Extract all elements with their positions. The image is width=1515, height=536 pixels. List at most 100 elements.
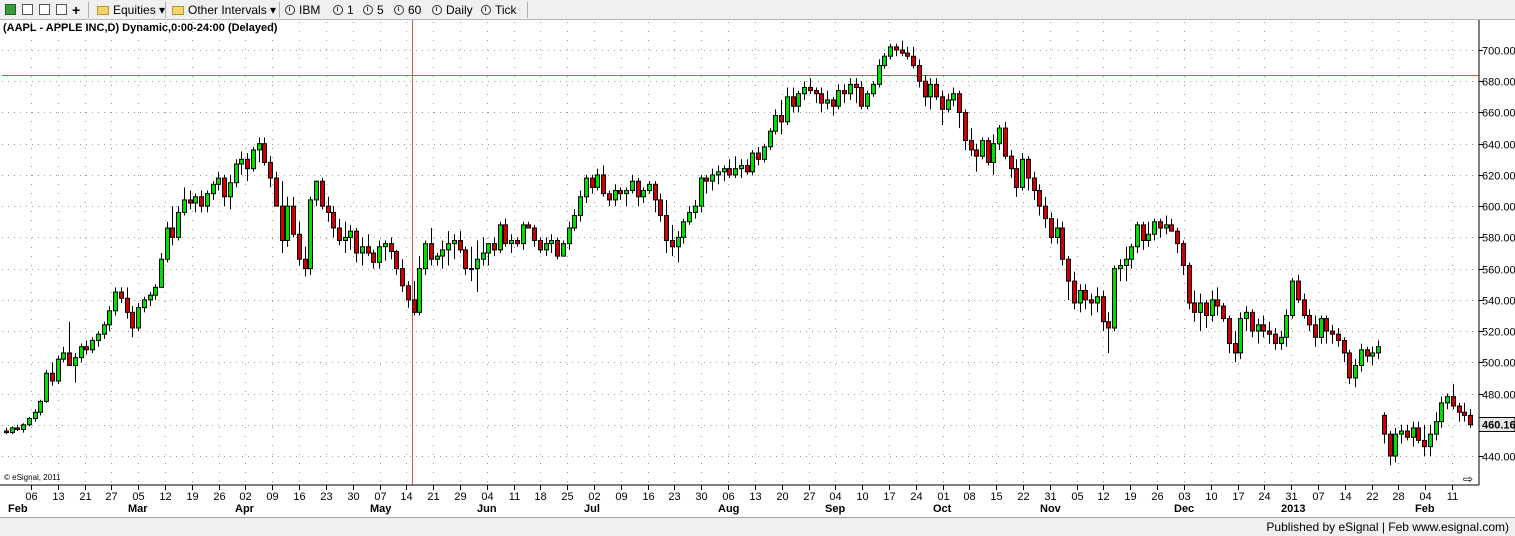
candle bbox=[710, 168, 715, 191]
candle-body bbox=[1267, 330, 1272, 335]
candle bbox=[130, 306, 135, 338]
candle bbox=[228, 174, 233, 210]
candle bbox=[1445, 393, 1450, 410]
chart-title: (AAPL - APPLE INC,D) Dynamic,0:00-24:00 … bbox=[3, 22, 278, 34]
candle-body bbox=[1336, 333, 1341, 341]
candle-body bbox=[1009, 155, 1014, 170]
equities-menu-button[interactable]: Equities ▾ bbox=[97, 0, 165, 20]
interval-1-button[interactable]: 1 bbox=[333, 0, 354, 20]
other-intervals-menu-button[interactable]: Other Intervals ▾ bbox=[172, 0, 276, 20]
y-tick-label: 500.00 bbox=[1482, 358, 1515, 370]
candle bbox=[1198, 293, 1203, 332]
candle bbox=[687, 206, 692, 225]
candle bbox=[819, 87, 824, 113]
x-tick-label: 14 bbox=[1339, 491, 1351, 503]
candle-body bbox=[515, 240, 520, 245]
interval-5-button[interactable]: 5 bbox=[363, 0, 384, 20]
candle-body bbox=[1175, 230, 1180, 245]
candle bbox=[756, 146, 761, 166]
x-tick-label: 15 bbox=[990, 491, 1002, 503]
candle bbox=[56, 356, 61, 385]
candle bbox=[423, 240, 428, 275]
x-tick-label: 26 bbox=[213, 491, 225, 503]
candle bbox=[38, 399, 43, 416]
symbol-button[interactable]: IBM bbox=[285, 0, 320, 20]
candle-body bbox=[331, 211, 336, 229]
candle-body bbox=[974, 149, 979, 157]
chart-icon[interactable] bbox=[5, 4, 16, 15]
interval-60-label: 60 bbox=[408, 3, 422, 17]
x-tick-label: 22 bbox=[1366, 491, 1378, 503]
y-tick-label: 700.00 bbox=[1482, 46, 1515, 58]
candle bbox=[963, 109, 968, 150]
candle-body bbox=[1261, 324, 1266, 332]
candle-body bbox=[1376, 346, 1381, 354]
candle-body bbox=[475, 258, 480, 270]
candle-body bbox=[888, 46, 893, 57]
candle-body bbox=[1330, 330, 1335, 335]
candle-body bbox=[1462, 411, 1467, 416]
candle-body bbox=[119, 291, 124, 299]
candle-body bbox=[871, 83, 876, 95]
price-chart[interactable]: 440.00460.00480.00500.00520.00540.00560.… bbox=[0, 20, 1515, 517]
candle-body bbox=[630, 180, 635, 192]
candle bbox=[509, 234, 514, 253]
candle-body bbox=[1365, 349, 1370, 357]
candle bbox=[549, 234, 554, 253]
interval-5-label: 5 bbox=[377, 3, 384, 17]
x-tick-label: 02 bbox=[588, 491, 600, 503]
y-tick-label: 540.00 bbox=[1482, 296, 1515, 308]
candle-body bbox=[15, 427, 20, 430]
axes: 440.00460.00480.00500.00520.00540.00560.… bbox=[0, 20, 1515, 515]
interval-60-button[interactable]: 60 bbox=[394, 0, 421, 20]
candle-body bbox=[96, 333, 101, 341]
candle-body bbox=[693, 205, 698, 213]
candle bbox=[1049, 212, 1054, 244]
candle bbox=[1451, 384, 1456, 410]
candle bbox=[251, 146, 256, 172]
candle bbox=[469, 246, 474, 282]
x-tick-label: 20 bbox=[776, 491, 788, 503]
candle bbox=[429, 228, 434, 266]
candle-body bbox=[366, 246, 371, 254]
candle bbox=[768, 128, 773, 150]
x-month-label: May bbox=[370, 503, 392, 515]
candle-body bbox=[1353, 364, 1358, 379]
candle-body bbox=[113, 291, 118, 312]
candle-body bbox=[641, 190, 646, 198]
candle bbox=[1003, 121, 1008, 160]
candle-body bbox=[1434, 421, 1439, 435]
candle-body bbox=[498, 224, 503, 251]
candle-body bbox=[1227, 318, 1232, 345]
candle-body bbox=[1405, 430, 1410, 438]
candle bbox=[572, 209, 577, 232]
scroll-right-icon[interactable]: ⇨ bbox=[1463, 472, 1474, 486]
settings-icon[interactable] bbox=[56, 4, 67, 15]
plus-icon[interactable]: + bbox=[72, 2, 81, 18]
candle-body bbox=[882, 55, 887, 67]
candle-body bbox=[308, 199, 313, 270]
candle bbox=[567, 221, 572, 250]
candle bbox=[337, 218, 342, 246]
bars-icon[interactable] bbox=[22, 4, 33, 15]
candle bbox=[555, 237, 560, 260]
candle bbox=[320, 178, 325, 210]
candle bbox=[1101, 290, 1106, 332]
candle bbox=[888, 43, 893, 60]
candle bbox=[802, 81, 807, 100]
chart-toolbar: + Equities ▾ Other Intervals ▾ IBM 1 5 6… bbox=[0, 0, 1515, 20]
x-tick-label: 02 bbox=[239, 491, 251, 503]
candle-body bbox=[509, 240, 514, 245]
daily-button[interactable]: Daily bbox=[432, 0, 473, 20]
candle-body bbox=[544, 243, 549, 251]
copy-icon[interactable] bbox=[39, 4, 50, 15]
candle bbox=[1192, 290, 1197, 322]
tick-button[interactable]: Tick bbox=[481, 0, 517, 20]
candle bbox=[1037, 184, 1042, 216]
candle-body bbox=[389, 243, 394, 252]
candle-body bbox=[521, 224, 526, 245]
candle bbox=[1009, 149, 1014, 179]
candle bbox=[745, 159, 750, 175]
candle bbox=[492, 237, 497, 257]
candle bbox=[1210, 290, 1215, 322]
